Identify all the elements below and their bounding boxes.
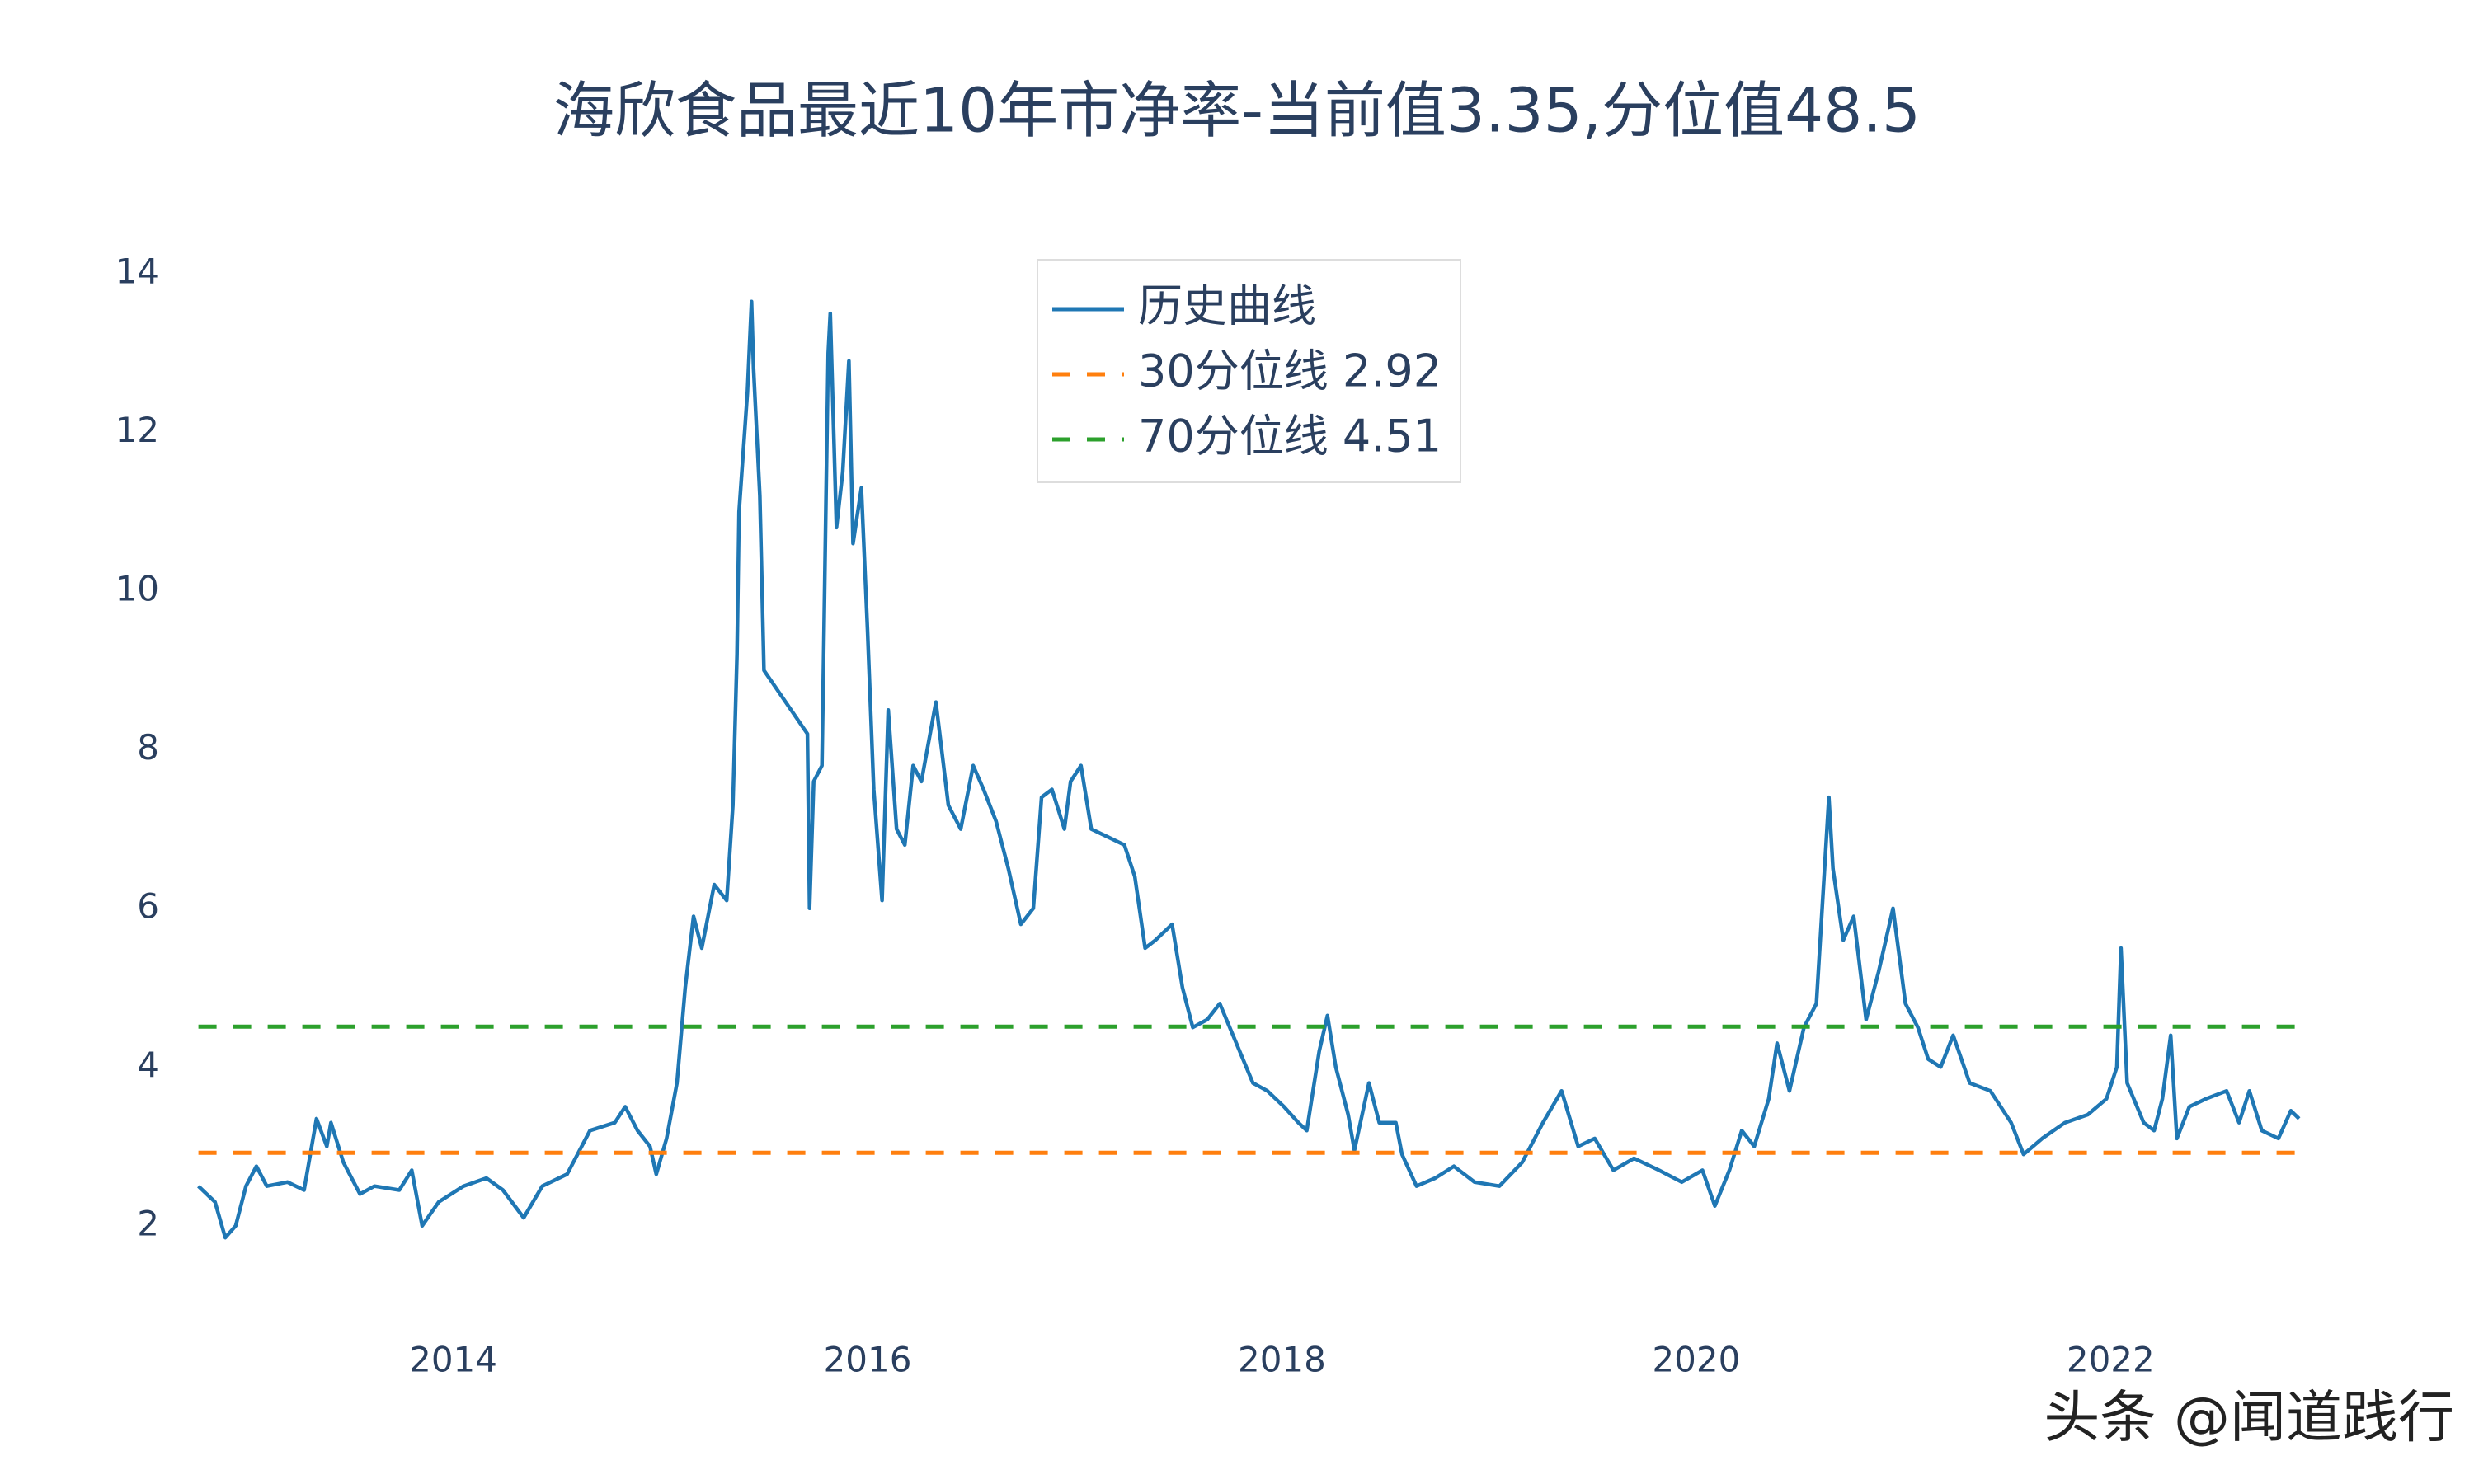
y-tick-label: 2 xyxy=(137,1203,159,1243)
y-tick-label: 10 xyxy=(115,568,159,608)
legend-label: 70分位线 4.51 xyxy=(1138,411,1442,463)
legend-label: 历史曲线 xyxy=(1138,280,1316,332)
legend-label: 30分位线 2.92 xyxy=(1138,345,1442,397)
y-tick-label: 4 xyxy=(137,1045,159,1085)
x-tick-label: 2022 xyxy=(2067,1340,2155,1380)
y-tick-label: 8 xyxy=(137,727,159,768)
x-tick-label: 2020 xyxy=(1652,1340,1740,1380)
legend-box xyxy=(1037,259,1461,483)
y-tick-label: 6 xyxy=(137,885,159,926)
y-tick-label: 14 xyxy=(115,251,159,291)
chart-title: 海欣食品最近10年市净率-当前值3.35,分位值48.5 xyxy=(553,76,1921,147)
x-tick-label: 2018 xyxy=(1238,1340,1326,1380)
watermark: 头条 @闻道践行 xyxy=(2044,1386,2454,1451)
y-tick-label: 12 xyxy=(115,410,159,450)
x-tick-label: 2016 xyxy=(824,1340,912,1380)
line-series xyxy=(197,299,2301,1240)
x-tick-label: 2014 xyxy=(409,1340,497,1380)
